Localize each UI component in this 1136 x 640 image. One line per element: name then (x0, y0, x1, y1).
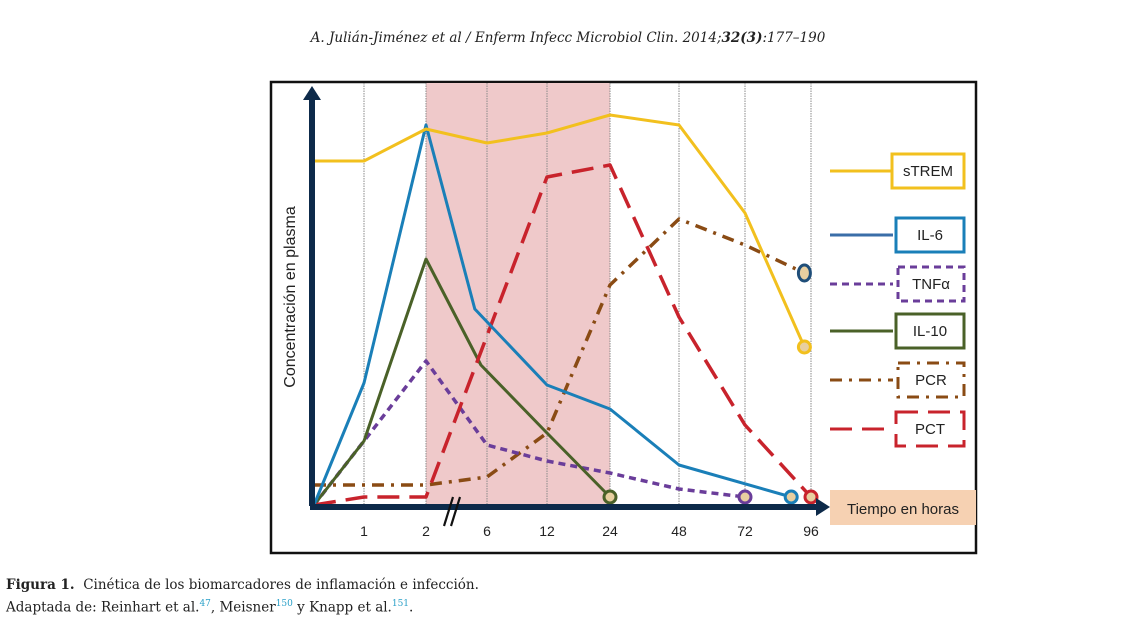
legend-label: sTREM (903, 163, 953, 180)
legend-box (896, 265, 966, 303)
series-tnf (312, 359, 753, 507)
series-pct (313, 163, 819, 507)
caption-label: Figura 1. (6, 577, 75, 593)
ref-link-150[interactable]: 150 (275, 599, 293, 609)
end-marker-strem (796, 339, 812, 355)
series-il-6 (312, 123, 799, 506)
end-marker-il-6 (783, 489, 799, 505)
legend-label: PCR (915, 372, 947, 389)
legend-item-il-6: IL-6 (830, 216, 966, 254)
caption-text: Cinética de los biomarcadores de inflama… (83, 577, 479, 593)
series-line-tnf (312, 359, 746, 507)
end-marker-pct (803, 489, 819, 505)
legend-box (890, 152, 966, 190)
end-marker-tnf (737, 489, 753, 505)
series-line-il-10 (312, 257, 612, 506)
caption-sep2: y Knapp et al. (292, 599, 392, 616)
x-axis-label-box (830, 490, 976, 525)
legend-item-pct: PCT (830, 410, 966, 448)
series-il-10 (312, 257, 618, 506)
legend-item-pcr: PCR (830, 361, 966, 399)
x-tick-label: 12 (539, 523, 555, 539)
journal-header: A. Julián-Jiménez et al / Enferm Infecc … (0, 30, 1136, 46)
legend-label: PCT (915, 421, 945, 438)
x-tick-label: 48 (671, 523, 687, 539)
series-strem (313, 113, 812, 355)
header-volume-issue: 32(3) (721, 30, 763, 46)
x-tick-label: 72 (737, 523, 753, 539)
x-axis-label: Tiempo en horas (847, 501, 959, 518)
caption-end: . (409, 599, 414, 616)
x-tick-label: 96 (803, 523, 819, 539)
caption-adapted: Adaptada de: Reinhart et al. (6, 599, 200, 616)
x-tick-label: 2 (422, 523, 430, 539)
series-line-pct (313, 163, 813, 507)
header-pages: :177–190 (762, 30, 826, 46)
ref-link-151[interactable]: 151 (391, 599, 410, 609)
shaded-region (426, 83, 610, 505)
ref-link-47[interactable]: 47 (199, 599, 211, 609)
x-tick-label: 24 (602, 523, 618, 539)
x-axis-arrow-icon (816, 498, 830, 516)
caption-line-1: Figura 1. Cinética de los biomarcadores … (6, 576, 479, 595)
header-authors: A. Julián-Jiménez et al / Enferm Infecc … (310, 30, 722, 46)
y-axis-label: Concentración en plasma (282, 206, 299, 388)
figure-caption: Figura 1. Cinética de los biomarcadores … (6, 576, 479, 618)
legend-box (894, 216, 966, 254)
caption-line-2: Adaptada de: Reinhart et al.47, Meisner1… (6, 595, 479, 618)
axis-break-icon (442, 496, 462, 527)
x-tick-label: 6 (483, 523, 491, 539)
y-axis-arrow-icon (303, 86, 321, 100)
legend-item-il-10: IL-10 (830, 312, 966, 350)
caption-sep1: , Meisner (210, 599, 276, 616)
legend-label: TNFα (912, 276, 950, 293)
series-pcr (313, 217, 812, 487)
series-line-il-6 (312, 123, 792, 506)
legend-item-tnf: TNFα (830, 265, 966, 303)
legend-box (894, 410, 966, 448)
legend-box (894, 312, 966, 350)
legend-label: IL-6 (917, 227, 943, 244)
end-marker-il-10 (602, 489, 618, 505)
x-tick-label: 1 (360, 523, 368, 539)
legend-box (896, 361, 966, 399)
legend-label: IL-10 (913, 323, 947, 340)
series-line-pcr (314, 217, 806, 487)
chart-frame (269, 80, 978, 555)
end-marker-pcr (796, 263, 812, 283)
legend-item-strem: sTREM (830, 152, 966, 190)
